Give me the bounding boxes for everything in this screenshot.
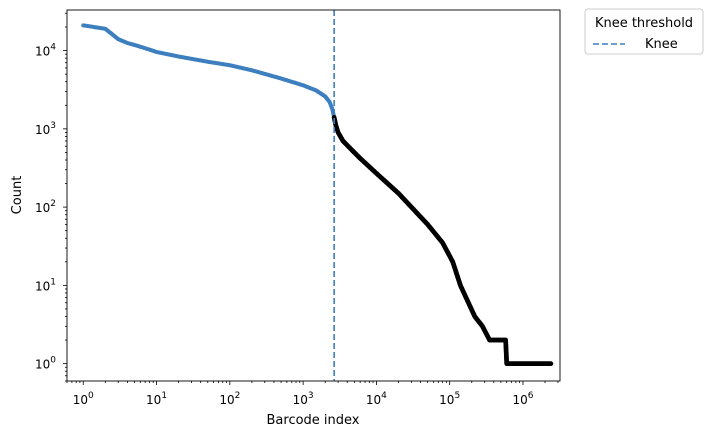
y-tick-label: 100 <box>35 356 56 372</box>
legend: Knee threshold Knee <box>584 8 704 55</box>
y-tick-label: 104 <box>35 43 56 59</box>
legend-entry-knee: Knee <box>645 37 678 52</box>
y-tick-label: 101 <box>35 277 56 293</box>
x-tick-label: 106 <box>512 391 533 407</box>
y-tick-label: 102 <box>35 199 56 215</box>
x-axis-label: Barcode index <box>267 413 360 428</box>
points-layer <box>81 23 554 367</box>
legend-title: Knee threshold <box>595 16 693 31</box>
plot-background <box>67 10 560 381</box>
x-tick-label: 105 <box>439 391 460 407</box>
y-tick-label: 103 <box>35 121 56 137</box>
legend-box <box>584 8 704 55</box>
x-tick-label: 103 <box>293 391 314 407</box>
x-tick-label: 104 <box>366 391 387 407</box>
x-tick-label: 102 <box>219 391 240 407</box>
x-tick-label: 101 <box>146 391 167 407</box>
y-axis-label: Count <box>10 176 25 215</box>
x-axis-ticks: 100 101 102 103 104 105 106 <box>66 381 559 407</box>
plot-frame <box>66 9 561 382</box>
y-axis-ticks: 100 101 102 103 104 <box>35 12 67 382</box>
data-point <box>548 361 554 367</box>
x-tick-label: 100 <box>73 391 94 407</box>
